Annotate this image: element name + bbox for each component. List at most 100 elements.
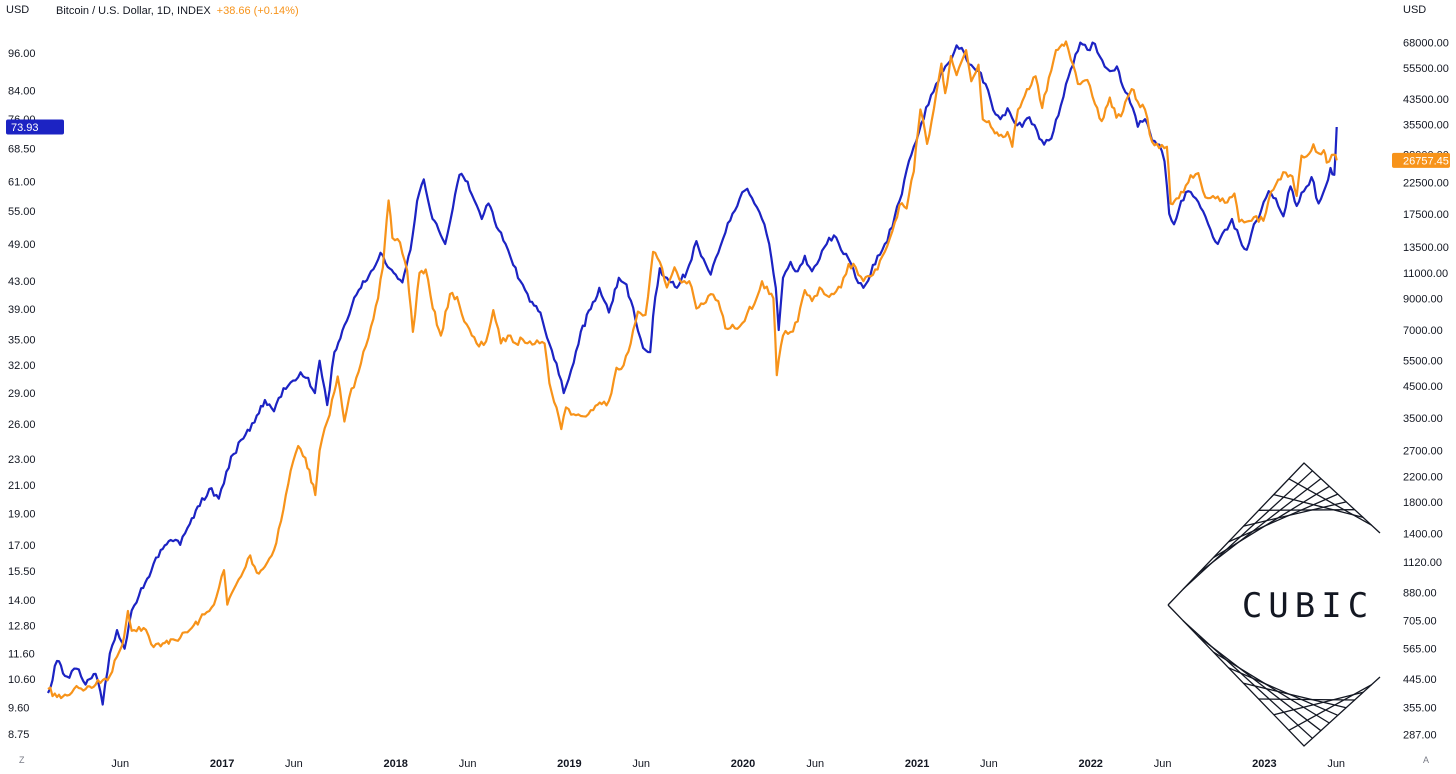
- series-line-left: [47, 41, 1338, 706]
- time-axis-tick: Jun: [459, 758, 477, 770]
- left-axis-tick: 32.00: [8, 360, 36, 372]
- left-axis-tick: 29.00: [8, 388, 36, 400]
- right-axis-tick: 705.00: [1403, 616, 1437, 628]
- cubic-logo: CUBIC: [1167, 462, 1381, 747]
- left-axis-tick: 39.00: [8, 304, 36, 316]
- logo-thread: [1258, 509, 1355, 511]
- time-axis-tick: Jun: [806, 758, 824, 770]
- logo-thread: [1197, 635, 1322, 732]
- right-axis-tick: 355.00: [1403, 702, 1437, 714]
- right-axis-tick: 7000.00: [1403, 325, 1443, 337]
- left-axis-tick: 11.60: [8, 649, 35, 661]
- right-axis-tick: 880.00: [1403, 588, 1437, 600]
- left-axis-unit: USD: [6, 4, 30, 16]
- logo-thread: [1258, 698, 1355, 701]
- left-price-axis[interactable]: 96.0084.0076.0068.5061.0055.0049.0043.00…: [8, 48, 36, 741]
- logo-thread: [1288, 478, 1372, 526]
- left-axis-tick: 55.00: [8, 206, 36, 218]
- logo-thread: [1243, 682, 1347, 709]
- left-axis-tick: 9.60: [8, 702, 29, 714]
- right-price-axis[interactable]: 68000.0055500.0043500.0035500.0028000.00…: [1403, 37, 1449, 741]
- time-axis-tick: 2018: [383, 758, 407, 770]
- left-axis-tick: 14.00: [8, 595, 36, 607]
- left-axis-tick: 12.80: [8, 621, 36, 633]
- right-axis-tick: 17500.00: [1403, 209, 1449, 221]
- time-axis-tick: 2019: [557, 758, 581, 770]
- left-axis-tick: 15.50: [8, 566, 36, 578]
- left-axis-tick: 96.00: [8, 48, 36, 60]
- left-axis-tick: 61.00: [8, 177, 36, 189]
- right-axis-tick: 68000.00: [1403, 37, 1449, 49]
- logo-thread: [1228, 667, 1339, 716]
- time-axis-tick: 2023: [1252, 758, 1276, 770]
- time-axis-tick: 2022: [1078, 758, 1102, 770]
- right-axis-tick: 1800.00: [1403, 497, 1443, 509]
- time-axis-tick: 2021: [905, 758, 929, 770]
- right-axis-tick: 43500.00: [1403, 94, 1449, 106]
- auto-scale-toggle[interactable]: A: [1423, 755, 1430, 765]
- left-axis-tick: 43.00: [8, 276, 36, 288]
- logo-thread: [1212, 651, 1330, 724]
- right-axis-tick: 1120.00: [1403, 557, 1442, 569]
- time-axis-tick: Jun: [1154, 758, 1172, 770]
- right-last-price-badge: 26757.45: [1392, 152, 1450, 168]
- right-axis-tick: 1400.00: [1403, 529, 1443, 541]
- right-axis-tick: 9000.00: [1403, 293, 1443, 305]
- left-axis-tick: 49.00: [8, 239, 36, 251]
- left-axis-tick: 8.75: [8, 729, 29, 741]
- cubic-logo-mesh: [1167, 462, 1381, 747]
- right-axis-tick: 3500.00: [1403, 413, 1443, 425]
- symbol-title[interactable]: Bitcoin / U.S. Dollar, 1D, INDEX: [56, 5, 211, 17]
- right-axis-tick: 445.00: [1403, 674, 1437, 686]
- cubic-logo-text: CUBIC: [1242, 586, 1374, 626]
- left-axis-tick: 84.00: [8, 86, 36, 98]
- left-axis-tick: 21.00: [8, 480, 36, 492]
- right-axis-tick: 287.00: [1403, 729, 1437, 741]
- right-last-price: 26757.45: [1403, 155, 1449, 167]
- left-axis-tick: 23.00: [8, 454, 36, 466]
- logo-thread: [1273, 493, 1364, 519]
- time-axis-tick: 2017: [210, 758, 234, 770]
- logo-thread: [1228, 493, 1339, 543]
- left-axis-tick: 19.00: [8, 508, 36, 520]
- left-axis-tick: 68.50: [8, 144, 36, 156]
- logo-thread: [1243, 501, 1347, 527]
- left-last-price-badge: 73.93: [6, 119, 64, 135]
- logo-thread: [1182, 470, 1313, 590]
- right-axis-tick: 4500.00: [1403, 381, 1443, 393]
- left-last-price: 73.93: [11, 122, 39, 134]
- right-axis-tick: 565.00: [1403, 644, 1437, 656]
- logo-thread: [1288, 684, 1372, 731]
- right-axis-tick: 2200.00: [1403, 472, 1443, 484]
- time-axis[interactable]: Jun 2017 Jun 2018 Jun 2019 Jun 2020 Jun 2021 Jun 20…: [111, 758, 1345, 770]
- right-axis-tick: 22500.00: [1403, 177, 1449, 189]
- logo-thread: [1212, 485, 1330, 559]
- right-axis-unit: USD: [1403, 4, 1427, 16]
- left-axis-tick: 35.00: [8, 335, 36, 347]
- logo-thread: [1182, 620, 1313, 739]
- logo-thread: [1197, 478, 1322, 574]
- time-axis-tick: 2020: [731, 758, 755, 770]
- time-axis-tick: Jun: [980, 758, 998, 770]
- time-axis-tick: Jun: [1327, 758, 1345, 770]
- logo-thread: [1273, 691, 1364, 716]
- right-axis-tick: 55500.00: [1403, 63, 1449, 75]
- left-axis-tick: 17.00: [8, 540, 36, 552]
- right-axis-tick: 11000.00: [1403, 268, 1448, 280]
- left-axis-tick: 26.00: [8, 419, 36, 431]
- right-axis-tick: 2700.00: [1403, 446, 1443, 458]
- right-axis-tick: 35500.00: [1403, 120, 1449, 132]
- time-axis-tick: Jun: [285, 758, 303, 770]
- symbol-legend[interactable]: Bitcoin / U.S. Dollar, 1D, INDEX +38.66 (…: [56, 5, 299, 17]
- logo-edge: [1167, 604, 1381, 747]
- timezone-toggle[interactable]: Z: [19, 755, 25, 765]
- time-axis-tick: Jun: [111, 758, 129, 770]
- left-axis-tick: 10.60: [8, 674, 36, 686]
- series-line-right: [47, 40, 1338, 700]
- logo-edge: [1167, 462, 1381, 606]
- right-axis-tick: 13500.00: [1403, 242, 1449, 254]
- right-axis-tick: 5500.00: [1403, 356, 1443, 368]
- time-axis-tick: Jun: [632, 758, 650, 770]
- price-change: +38.66 (+0.14%): [216, 5, 299, 17]
